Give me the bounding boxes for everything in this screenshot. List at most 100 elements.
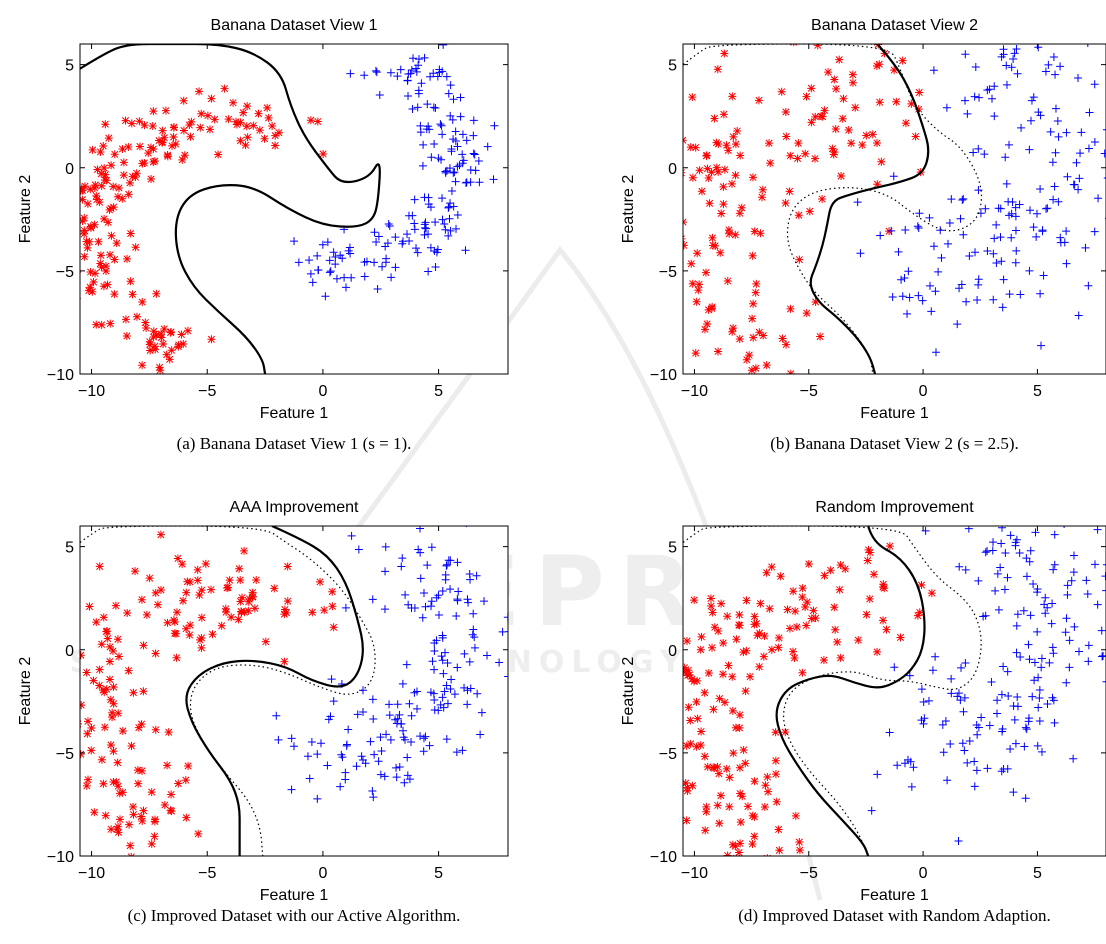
scatter-point-blue xyxy=(359,707,368,716)
y-tick-label: −5 xyxy=(659,264,677,281)
scatter-point-red xyxy=(99,282,108,291)
scatter-point-red xyxy=(244,597,253,606)
scatter-point-blue xyxy=(1005,140,1014,149)
scatter-point-blue xyxy=(959,194,968,203)
scatter-point-blue xyxy=(326,267,335,276)
x-tick-label: 0 xyxy=(919,865,928,882)
scatter-point-blue xyxy=(1042,204,1051,213)
scatter-point-red xyxy=(243,133,252,142)
scatter-point-blue xyxy=(897,275,906,284)
scatter-point-red xyxy=(97,263,106,272)
scatter-point-red xyxy=(598,211,606,219)
scatter-point-red xyxy=(792,623,801,632)
scatter-point-blue xyxy=(344,725,353,734)
scatter-point-blue xyxy=(981,611,990,620)
scatter-point-blue xyxy=(439,44,448,49)
scatter-point-blue xyxy=(945,218,954,227)
scatter-point-blue xyxy=(447,675,456,684)
scatter-point-red xyxy=(781,728,790,737)
scatter-point-red xyxy=(270,584,279,593)
scatter-point-blue xyxy=(1083,589,1092,598)
scatter-point-blue xyxy=(919,719,928,728)
scatter-point-red xyxy=(742,646,751,655)
scatter-point-blue xyxy=(440,219,449,228)
scatter-point-blue xyxy=(305,774,314,783)
scatter-point-blue xyxy=(960,96,969,105)
scatter-point-blue xyxy=(449,95,458,104)
scatter-point-red xyxy=(101,262,110,271)
scatter-point-red xyxy=(195,87,204,96)
scatter-point-red xyxy=(917,581,926,590)
scatter-point-red xyxy=(728,840,737,849)
scatter-point-blue xyxy=(403,753,412,762)
scatter-point-red xyxy=(722,141,731,150)
scatter-point-blue xyxy=(397,562,406,571)
scatter-point-blue xyxy=(1011,226,1020,235)
scatter-point-red xyxy=(879,583,888,592)
scatter-point-blue xyxy=(1102,564,1106,566)
scatter-point-red xyxy=(109,182,118,191)
scatter-point-red xyxy=(131,173,140,182)
scatter-point-red xyxy=(125,820,134,829)
scatter-point-red xyxy=(720,165,729,174)
scatter-point-red xyxy=(735,383,743,391)
scatter-point-blue xyxy=(1011,739,1020,748)
scatter-point-blue xyxy=(914,224,923,233)
scatter-point-blue xyxy=(1069,568,1078,577)
scatter-point-blue xyxy=(907,782,916,791)
scatter-point-red xyxy=(162,350,171,359)
scatter-point-red xyxy=(167,346,176,355)
y-axis-label: Feature 2 xyxy=(17,175,34,244)
scatter-point-blue xyxy=(1090,560,1099,569)
scatter-point-red xyxy=(248,588,257,597)
scatter-point-red xyxy=(83,729,92,738)
scatter-point-blue xyxy=(1103,177,1106,179)
scatter-point-blue xyxy=(990,234,999,243)
scatter-point-blue xyxy=(469,116,478,125)
scatter-point-red xyxy=(169,616,178,625)
scatter-point-red xyxy=(901,119,910,128)
scatter-point-red xyxy=(94,237,103,246)
scatter-point-blue xyxy=(431,263,440,272)
scatter-point-blue xyxy=(983,247,992,255)
scatter-point-blue xyxy=(414,61,423,70)
scatter-point-blue xyxy=(409,512,417,520)
scatter-point-red xyxy=(193,565,202,574)
scatter-point-blue xyxy=(307,738,316,747)
scatter-point-red xyxy=(750,620,759,629)
scatter-point-blue xyxy=(465,657,474,666)
scatter-point-blue xyxy=(446,226,455,235)
scatter-point-blue xyxy=(469,609,478,618)
scatter-point-red xyxy=(86,185,95,194)
scatter-point-red xyxy=(107,231,116,240)
scatter-point-red xyxy=(132,312,141,321)
subfigure-caption: (a) Banana Dataset View 1 (s = 1). xyxy=(177,434,412,453)
scatter-point-blue xyxy=(1033,627,1042,636)
scatter-point-red xyxy=(182,588,191,597)
scatter-point-blue xyxy=(1005,290,1014,299)
scatter-point-blue xyxy=(418,613,427,622)
scatter-point-red xyxy=(790,44,798,47)
scatter-point-red xyxy=(283,597,292,606)
scatter-point-blue xyxy=(456,112,465,121)
scatter-point-blue xyxy=(398,554,407,563)
scatter-point-red xyxy=(113,192,122,201)
scatter-point-red xyxy=(87,746,96,755)
scatter-point-blue xyxy=(438,215,447,224)
scatter-point-blue xyxy=(915,209,924,218)
scatter-point-blue xyxy=(1022,725,1031,734)
scatter-point-red xyxy=(688,781,697,790)
scatter-point-blue xyxy=(429,103,438,112)
scatter-point-blue xyxy=(1053,117,1062,126)
scatter-point-red xyxy=(645,170,653,178)
scatter-point-red xyxy=(86,222,95,231)
scatter-point-blue xyxy=(424,267,433,276)
y-tick-label: 0 xyxy=(65,643,74,660)
scatter-point-blue xyxy=(370,258,379,267)
scatter-point-red xyxy=(134,779,143,788)
x-tick-label: −10 xyxy=(78,383,105,400)
scatter-point-blue xyxy=(470,150,479,159)
scatter-point-red xyxy=(145,574,154,583)
scatter-point-red xyxy=(97,755,106,764)
scatter-point-red xyxy=(138,766,147,775)
